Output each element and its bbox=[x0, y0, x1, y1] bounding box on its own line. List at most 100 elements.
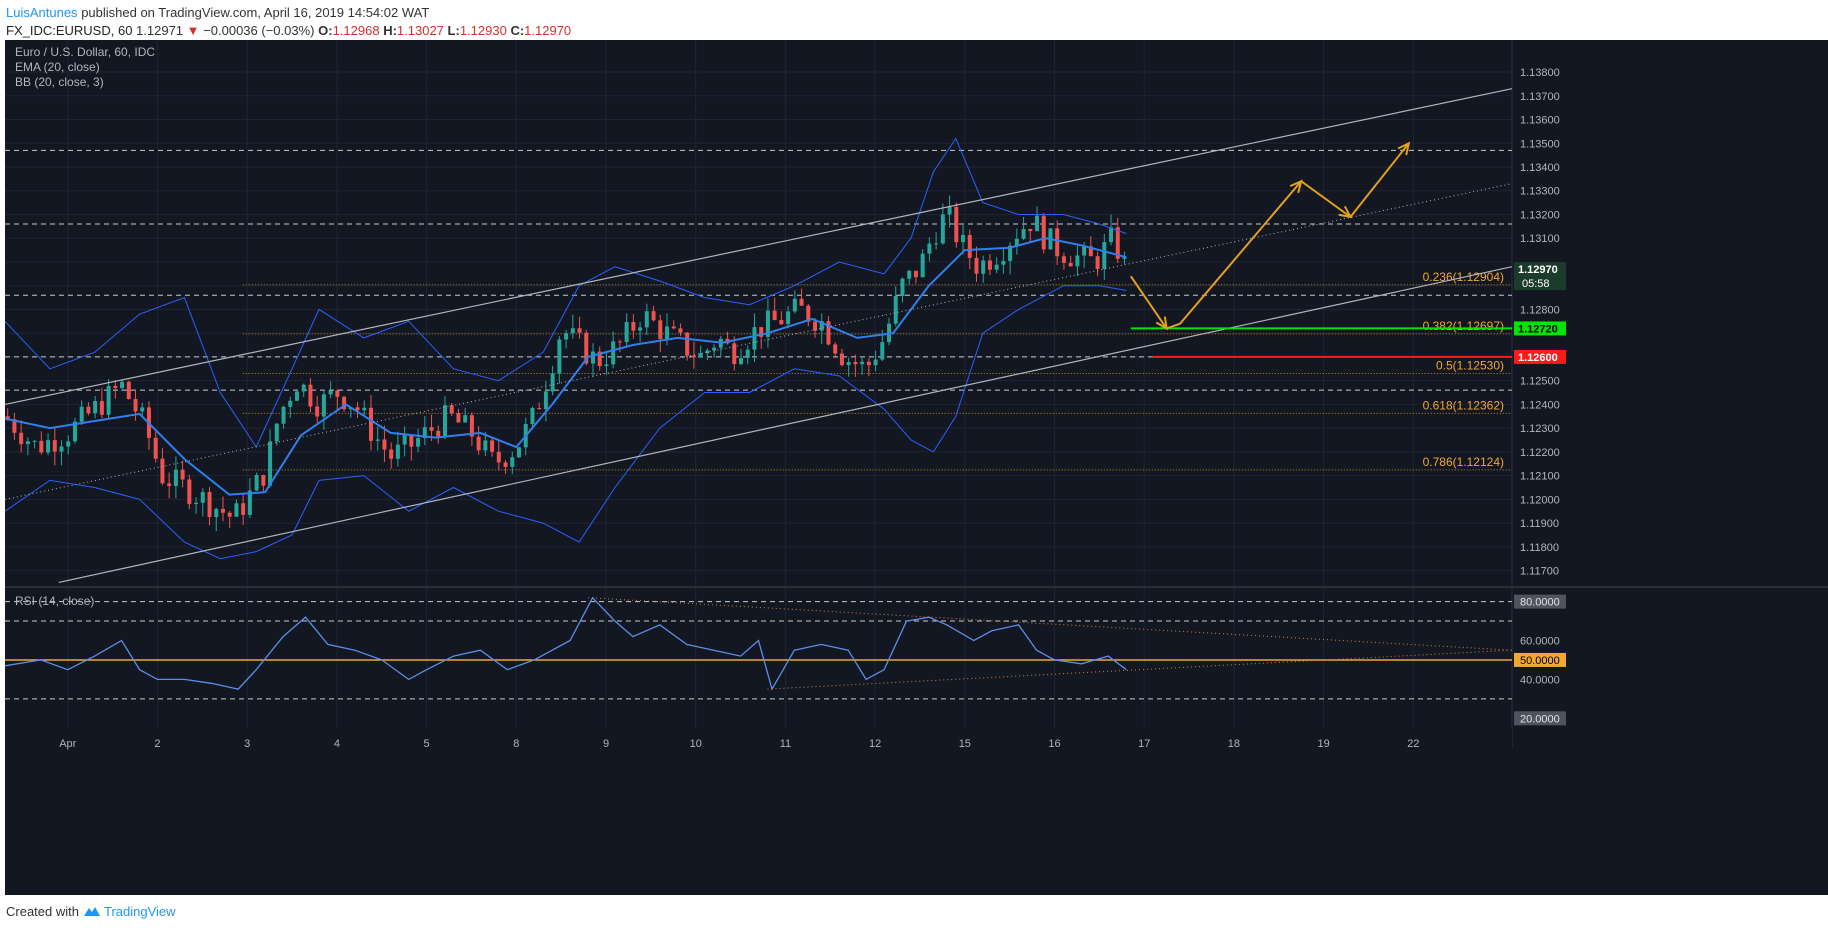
candle-body bbox=[665, 326, 670, 339]
candle-body bbox=[321, 394, 326, 417]
price-tick-label: 1.12800 bbox=[1520, 304, 1560, 316]
candle-body bbox=[449, 405, 454, 414]
candle-body bbox=[12, 419, 17, 433]
candle-body bbox=[503, 462, 508, 467]
candle-body bbox=[234, 503, 239, 517]
price-axis[interactable]: 1.11700 1.11800 1.11900 1.12000 1.12100 1.122… bbox=[1514, 67, 1566, 726]
candle-body bbox=[389, 449, 394, 459]
candle-body bbox=[604, 364, 609, 367]
candle-body bbox=[1028, 228, 1033, 232]
footer-brand[interactable]: TradingView bbox=[104, 904, 176, 919]
chart-canvas[interactable]: 0.236(1.12904)0.382(1.12697)0.5(1.12530)… bbox=[0, 40, 1828, 900]
candle-body bbox=[1008, 245, 1013, 261]
time-axis-bg bbox=[5, 729, 1512, 755]
candle-body bbox=[611, 341, 616, 365]
candle-body bbox=[187, 479, 192, 505]
candle-body bbox=[624, 322, 629, 342]
candle-body bbox=[261, 474, 266, 486]
candle-body bbox=[967, 234, 972, 258]
candle-body bbox=[866, 361, 871, 366]
candle-body bbox=[200, 492, 205, 503]
candle-body bbox=[860, 361, 865, 365]
candle-body bbox=[833, 344, 838, 354]
candle-body bbox=[1035, 215, 1040, 232]
candle-body bbox=[1021, 228, 1026, 239]
candle-body bbox=[402, 435, 407, 445]
ema-line bbox=[4, 237, 1127, 496]
candle-body bbox=[907, 270, 912, 279]
candle-body bbox=[597, 351, 602, 367]
chart-labels: Euro / U.S. Dollar, 60, IDC EMA (20, clo… bbox=[15, 45, 155, 608]
rsi-tick-label: 60.0000 bbox=[1520, 636, 1560, 648]
arrow-head bbox=[1338, 205, 1353, 219]
bb-upper-line bbox=[4, 137, 1127, 449]
price-tick-label: 1.13500 bbox=[1520, 138, 1560, 150]
footer-created: Created with bbox=[6, 904, 79, 919]
time-tick-label: 9 bbox=[603, 738, 609, 750]
candle-body bbox=[375, 439, 380, 441]
candle-body bbox=[93, 400, 98, 414]
candle-body bbox=[496, 451, 501, 463]
price-tick-label: 1.13200 bbox=[1520, 209, 1560, 221]
channel-upper-line bbox=[4, 88, 1513, 405]
candle-body bbox=[126, 381, 131, 399]
time-tick-label: 11 bbox=[780, 738, 791, 750]
price-tick-label: 1.13400 bbox=[1520, 162, 1560, 174]
candle-body bbox=[873, 359, 878, 366]
candle-body bbox=[819, 321, 824, 331]
candle-body bbox=[227, 512, 232, 517]
rsi-tick-label: 80.0000 bbox=[1520, 597, 1560, 609]
candle-body bbox=[160, 458, 165, 484]
candle-body bbox=[429, 427, 434, 431]
candle-body bbox=[994, 264, 999, 270]
candle-body bbox=[516, 447, 521, 458]
candle-body bbox=[362, 407, 367, 411]
candle-body bbox=[301, 384, 306, 392]
candle-body bbox=[52, 440, 57, 452]
candle-body bbox=[712, 347, 717, 351]
time-tick-label: 15 bbox=[959, 738, 971, 750]
candle-body bbox=[395, 444, 400, 459]
candle-body bbox=[294, 391, 299, 401]
candle-body bbox=[987, 260, 992, 270]
candle-body bbox=[1041, 215, 1046, 250]
time-tick-label: 5 bbox=[424, 738, 430, 750]
candle-body bbox=[140, 407, 145, 412]
low-label: L: bbox=[447, 23, 460, 38]
candle-body bbox=[469, 415, 474, 437]
candle-body bbox=[476, 436, 481, 451]
candle-body bbox=[685, 332, 690, 356]
high-label: H: bbox=[383, 23, 397, 38]
time-tick-label: 8 bbox=[513, 738, 519, 750]
drawings bbox=[4, 88, 1513, 583]
candle-body bbox=[39, 440, 44, 453]
price-tick-label: 1.12300 bbox=[1520, 423, 1560, 435]
candle-body bbox=[120, 381, 125, 389]
last-price: 1.12971 bbox=[136, 23, 184, 38]
red-level-tag: 1.12600 bbox=[1518, 352, 1558, 364]
candle-body bbox=[961, 234, 966, 243]
arrow-head bbox=[1155, 316, 1168, 331]
candle-body bbox=[853, 362, 858, 365]
candle-body bbox=[745, 349, 750, 358]
rsi-tick-bg bbox=[1514, 652, 1566, 667]
candle-body bbox=[456, 413, 461, 423]
candle-body bbox=[537, 407, 542, 410]
candle-body bbox=[315, 406, 320, 417]
time-axis[interactable]: Apr 2 3 4 5 8 9 10 11 12 15 16 17 18 19 22 bbox=[5, 729, 1512, 755]
countdown-tag: 05:58 bbox=[1522, 278, 1550, 290]
symbol-label: FX_IDC:EURUSD, 60 bbox=[6, 23, 133, 38]
close-value: 1.12970 bbox=[524, 23, 572, 38]
author-link[interactable]: LuisAntunes bbox=[6, 5, 78, 20]
candle-body bbox=[268, 441, 273, 486]
candle-body bbox=[570, 328, 575, 334]
candle-body bbox=[254, 474, 259, 491]
candle-body bbox=[167, 483, 172, 486]
time-tick-label: 12 bbox=[869, 738, 881, 750]
candle-body bbox=[1088, 246, 1093, 257]
candle-body bbox=[550, 373, 555, 392]
candle-body bbox=[5, 416, 10, 420]
candle-body bbox=[247, 490, 252, 515]
price-tick-label: 1.12100 bbox=[1520, 471, 1560, 483]
candle-body bbox=[543, 391, 548, 410]
